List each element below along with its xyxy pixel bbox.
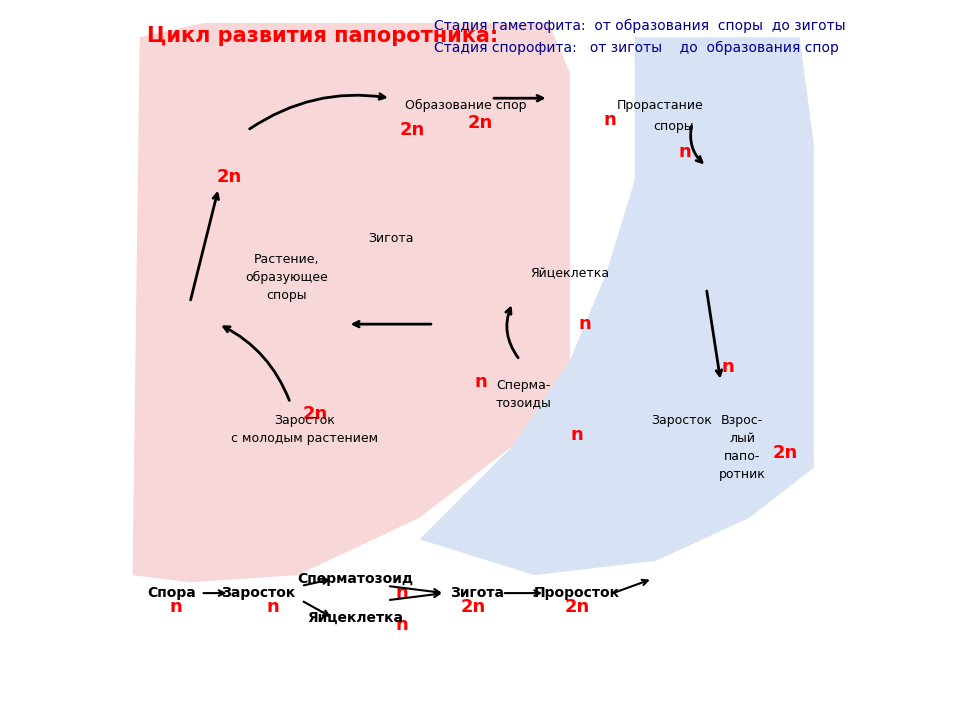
Text: Цикл развития папоротника:: Цикл развития папоротника: (147, 27, 498, 47)
Text: лый: лый (730, 433, 756, 446)
Text: 2n: 2n (468, 114, 493, 132)
Text: Прорастание: Прорастание (616, 99, 703, 112)
Text: n: n (679, 143, 691, 161)
Text: Стадия гаметофита:  от образования  споры  до зиготы: Стадия гаметофита: от образования споры … (434, 19, 846, 33)
Text: n: n (578, 315, 590, 333)
Text: споры: споры (267, 289, 307, 302)
Text: n: n (603, 111, 616, 129)
Text: 2n: 2n (461, 598, 486, 616)
Text: 2n: 2n (564, 598, 589, 616)
Text: ротник: ротник (719, 468, 766, 481)
Polygon shape (132, 23, 570, 582)
Text: Яйцеклетка: Яйцеклетка (531, 267, 610, 280)
Text: Заросток: Заросток (221, 586, 295, 600)
Text: n: n (571, 426, 584, 444)
Text: 2n: 2n (773, 444, 798, 462)
Text: образующее: образующее (246, 271, 328, 284)
Text: тозоиды: тозоиды (495, 397, 551, 410)
Text: Спора: Спора (148, 586, 197, 600)
Text: Проросток: Проросток (534, 586, 620, 600)
Text: Растение,: Растение, (254, 253, 320, 266)
Text: Стадия спорофита:   от зиготы    до  образования спор: Стадия спорофита: от зиготы до образован… (434, 41, 839, 55)
Text: n: n (474, 372, 487, 390)
Text: Сперма-: Сперма- (496, 379, 551, 392)
Text: Зигота: Зигота (450, 586, 504, 600)
Text: n: n (722, 358, 734, 376)
Text: 2n: 2n (399, 122, 425, 140)
Text: споры: споры (654, 120, 694, 133)
Text: Сперматозоид: Сперматозоид (297, 572, 413, 586)
Polygon shape (420, 37, 814, 575)
Text: Зигота: Зигота (368, 232, 414, 245)
Text: 2n: 2n (302, 405, 328, 423)
Text: Взрос-: Взрос- (721, 415, 763, 428)
Text: Заросток: Заросток (651, 415, 711, 428)
Text: n: n (396, 616, 408, 634)
Text: Образование спор: Образование спор (405, 99, 527, 112)
Text: n: n (169, 598, 182, 616)
Text: Заросток: Заросток (275, 415, 335, 428)
Text: n: n (396, 584, 408, 602)
Text: 2n: 2n (217, 168, 242, 186)
Text: Яйцеклетка: Яйцеклетка (307, 611, 403, 625)
Text: n: n (266, 598, 278, 616)
Text: папо-: папо- (724, 450, 760, 464)
Text: с молодым растением: с молодым растением (231, 433, 378, 446)
